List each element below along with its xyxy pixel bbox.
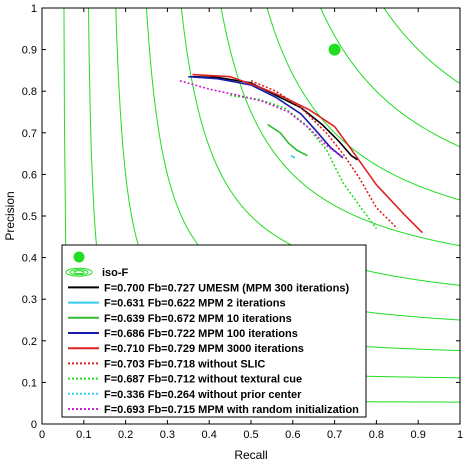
y-tick-label: 0.6 bbox=[22, 169, 37, 181]
y-tick-label: 0.7 bbox=[22, 128, 37, 140]
marker-point bbox=[328, 43, 341, 56]
legend-marker-swatch bbox=[73, 251, 85, 263]
series-line bbox=[290, 154, 296, 159]
x-tick-label: 0.9 bbox=[411, 429, 426, 441]
legend-iso-f-swatch bbox=[69, 269, 89, 276]
series-line bbox=[250, 80, 398, 230]
series-line bbox=[179, 80, 344, 159]
y-axis-label: Precision bbox=[3, 191, 17, 240]
series-line bbox=[192, 75, 359, 161]
x-tick-label: 1 bbox=[457, 429, 463, 441]
iso-f-curve bbox=[180, 8, 460, 286]
y-tick-label: 1 bbox=[31, 3, 37, 15]
iso-f-curve bbox=[220, 8, 460, 247]
legend: iso-F F=0.700 Fb=0.727 UMESM (MPM 300 ite… bbox=[61, 244, 367, 418]
y-tick-label: 0.9 bbox=[22, 45, 37, 57]
x-tick-label: 0 bbox=[39, 429, 45, 441]
y-tick-label: 0.3 bbox=[22, 294, 37, 306]
x-axis-label: Recall bbox=[234, 448, 267, 462]
series-lines bbox=[179, 43, 423, 234]
x-tick-label: 0.7 bbox=[327, 429, 342, 441]
series-line bbox=[267, 123, 308, 157]
legend-iso-f-swatch bbox=[65, 267, 93, 277]
legend-series-label: F=0.703 Fb=0.718 without SLIC bbox=[104, 358, 265, 370]
x-tick-label: 0.5 bbox=[243, 429, 258, 441]
x-tick-label: 0.6 bbox=[285, 429, 300, 441]
legend-series-label: F=0.700 Fb=0.727 UMESM (MPM 300 iteratio… bbox=[104, 282, 349, 294]
legend-series-label: F=0.687 Fb=0.712 without textural cue bbox=[104, 374, 302, 386]
x-tick-label: 0.2 bbox=[118, 429, 133, 441]
iso-f-curve bbox=[383, 8, 460, 85]
axis-ticks: 0 0.1 0.2 0.3 0.4 0.5 0.6 0.7 0.8 0.9 1 0 0.1 0.2 0.3 0… bbox=[22, 3, 463, 441]
y-tick-label: 0.4 bbox=[22, 253, 37, 265]
y-tick-label: 0 bbox=[31, 419, 37, 431]
legend-series-label: F=0.631 Fb=0.622 MPM 2 iterations bbox=[104, 298, 286, 310]
iso-f-curve bbox=[320, 8, 460, 148]
legend-series-label: F=0.693 Fb=0.715 MPM with random initial… bbox=[104, 404, 359, 416]
series-line bbox=[192, 73, 423, 234]
series-line bbox=[229, 94, 378, 229]
iso-f-curve bbox=[266, 8, 460, 201]
y-tick-label: 0.5 bbox=[22, 211, 37, 223]
legend-series-label: F=0.639 Fb=0.672 MPM 10 iterations bbox=[104, 313, 292, 325]
y-tick-label: 0.1 bbox=[22, 377, 37, 389]
x-tick-label: 0.8 bbox=[369, 429, 384, 441]
legend-series-label: F=0.336 Fb=0.264 without prior center bbox=[104, 389, 302, 401]
legend-box bbox=[61, 244, 367, 418]
legend-iso-f-swatch bbox=[73, 270, 85, 275]
y-tick-label: 0.2 bbox=[22, 336, 37, 348]
series-line bbox=[188, 75, 344, 159]
x-tick-label: 0.4 bbox=[202, 429, 217, 441]
x-tick-label: 0.1 bbox=[76, 429, 91, 441]
legend-series-label: F=0.710 Fb=0.729 MPM 3000 iterations bbox=[104, 343, 304, 355]
x-tick-label: 0.3 bbox=[160, 429, 175, 441]
legend-series-label: F=0.686 Fb=0.722 MPM 100 iterations bbox=[104, 328, 298, 340]
y-tick-label: 0.8 bbox=[22, 86, 37, 98]
legend-iso-f-label: iso-F bbox=[102, 267, 129, 279]
